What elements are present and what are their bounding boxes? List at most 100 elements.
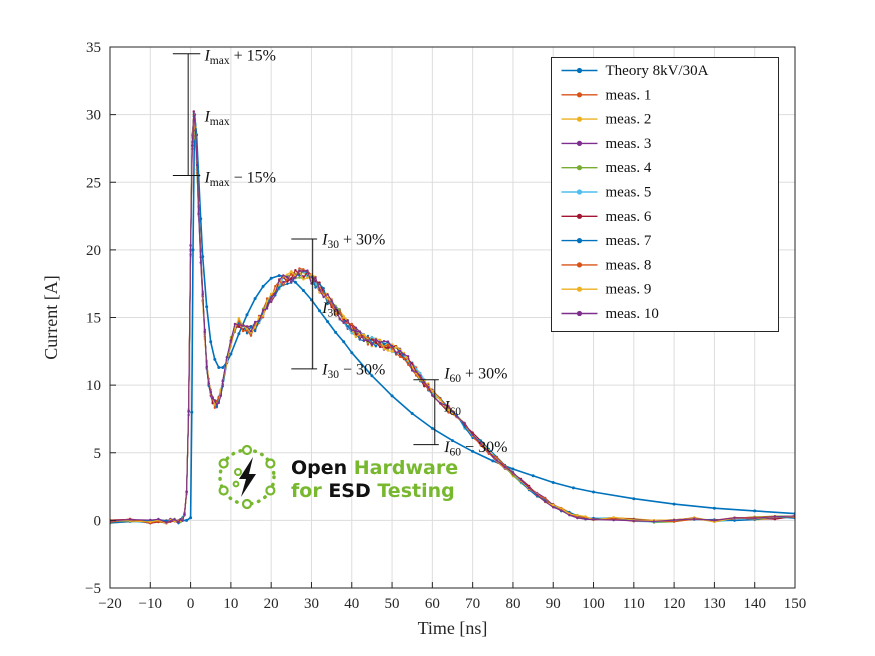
series-theory-marker: [471, 449, 475, 453]
series-meas-10-marker: [419, 374, 422, 377]
series-theory-marker: [269, 276, 273, 280]
series-meas-8-marker: [282, 283, 285, 287]
legend-label: meas. 6: [606, 209, 652, 225]
series-theory-marker: [326, 320, 330, 324]
series-meas-9-marker: [382, 347, 386, 351]
series-meas-10-marker: [237, 323, 241, 327]
legend-marker-sample: [576, 67, 583, 74]
x-tick-label: 120: [663, 596, 686, 612]
series-meas-10-marker: [511, 471, 515, 474]
series-meas-9-marker: [149, 520, 152, 524]
series-meas-10-marker: [225, 356, 229, 359]
series-meas-7-marker: [358, 338, 361, 341]
series-meas-7-marker: [733, 519, 736, 522]
series-meas-7-marker: [322, 287, 325, 290]
y-tick-label: 35: [86, 40, 101, 56]
errorbar-label-i60-1-subscript: 60: [450, 406, 462, 418]
series-meas-9-marker: [576, 514, 579, 517]
series-meas-10-marker: [318, 288, 321, 292]
series-meas-10-marker: [217, 401, 220, 404]
series-meas-10-marker: [568, 514, 571, 517]
legend-label: meas. 9: [606, 282, 652, 298]
series-meas-10-marker: [455, 415, 458, 418]
logo-text-line1-part-1: Hardware: [354, 457, 458, 479]
series-meas-10-marker: [306, 269, 309, 272]
series-meas-4-marker: [298, 276, 301, 279]
series-theory-marker: [301, 289, 305, 292]
series-theory-marker: [672, 502, 676, 506]
errorbar-label-i30-2-suffix: − 30%: [339, 361, 385, 378]
legend-label: meas. 7: [606, 233, 652, 249]
series-theory-marker: [190, 410, 194, 414]
series-meas-10-marker: [471, 433, 474, 436]
series-meas-7-marker: [326, 302, 329, 306]
series-meas-10-marker: [584, 518, 587, 521]
errorbar-label-imax-0-symbol: I: [203, 48, 210, 65]
series-theory-marker: [410, 412, 414, 415]
series-meas-10-marker: [402, 353, 406, 356]
legend-marker-sample: [576, 116, 583, 122]
errorbar-label-i30-0-subscript: 30: [327, 239, 339, 251]
series-meas-8-marker: [672, 520, 676, 523]
series-meas-6-marker: [354, 332, 357, 336]
series-theory-marker: [221, 366, 225, 369]
series-meas-9-marker: [265, 300, 269, 303]
series-meas-10-marker: [181, 519, 184, 522]
series-meas-10-marker: [354, 329, 357, 333]
y-tick-label: 15: [86, 311, 101, 327]
errorbar-label-imax-0-suffix: + 15%: [230, 48, 276, 65]
logo-ring-node-icon: [218, 458, 229, 469]
series-meas-10-marker: [179, 518, 182, 521]
errorbar-label-imax-0: Imax + 15%: [203, 48, 276, 68]
legend-marker-sample: [576, 140, 583, 146]
series-meas-6-marker: [773, 518, 777, 521]
logo-ring-node-icon: [241, 498, 253, 510]
series-meas-9-marker: [584, 515, 587, 518]
series-meas-6-marker: [374, 341, 378, 344]
series-meas-7-marker: [249, 325, 253, 328]
legend-marker-sample: [576, 165, 583, 171]
series-meas-8-marker: [322, 292, 325, 295]
series-meas-10-marker: [221, 379, 224, 383]
series-meas-10-marker: [503, 465, 507, 469]
series-meas-10-marker: [157, 518, 160, 521]
series-meas-10-marker: [207, 382, 210, 385]
series-meas-10-marker: [632, 519, 635, 522]
x-tick-label: 50: [385, 596, 400, 612]
x-tick-label: −20: [98, 596, 121, 612]
legend-label: meas. 3: [606, 136, 652, 152]
series-theory-marker: [334, 330, 338, 334]
series-meas-10-marker: [612, 518, 615, 522]
legend-item-9: meas. 9: [561, 282, 652, 298]
errorbar-label-i60-0-suffix: + 30%: [461, 365, 507, 382]
series-meas-10-marker: [233, 322, 237, 326]
legend-label: meas. 2: [606, 112, 652, 128]
series-meas-10-marker: [282, 274, 285, 277]
series-meas-5-marker: [350, 332, 353, 335]
series-theory-marker: [217, 366, 221, 369]
series-theory-marker: [511, 467, 515, 471]
series-meas-9-marker: [286, 273, 289, 276]
series-meas-8-marker: [358, 334, 361, 337]
series-meas-6-marker: [294, 269, 297, 272]
series-meas-10-marker: [374, 338, 378, 341]
logo-ring-node-icon: [218, 485, 229, 496]
series-theory-marker: [189, 516, 193, 520]
series-meas-10-marker: [431, 394, 434, 397]
legend-marker-sample: [576, 189, 583, 195]
series-theory-marker: [201, 255, 205, 259]
series-theory-marker: [753, 509, 757, 513]
series-meas-9-marker: [439, 398, 442, 402]
series-meas-10-marker: [350, 329, 353, 332]
series-meas-10-marker: [183, 513, 186, 516]
errorbar-label-i60-2: I60 − 30%: [443, 439, 507, 459]
series-meas-10: [110, 110, 795, 524]
series-theory-marker: [237, 332, 241, 336]
series-meas-10-marker: [194, 129, 197, 132]
series-meas-7-marker: [463, 425, 466, 429]
series-meas-8-marker: [447, 410, 450, 414]
errorbar-label-i60-0-symbol: I: [443, 365, 450, 382]
series-meas-8-marker: [215, 399, 218, 403]
legend-label: meas. 4: [606, 160, 652, 176]
